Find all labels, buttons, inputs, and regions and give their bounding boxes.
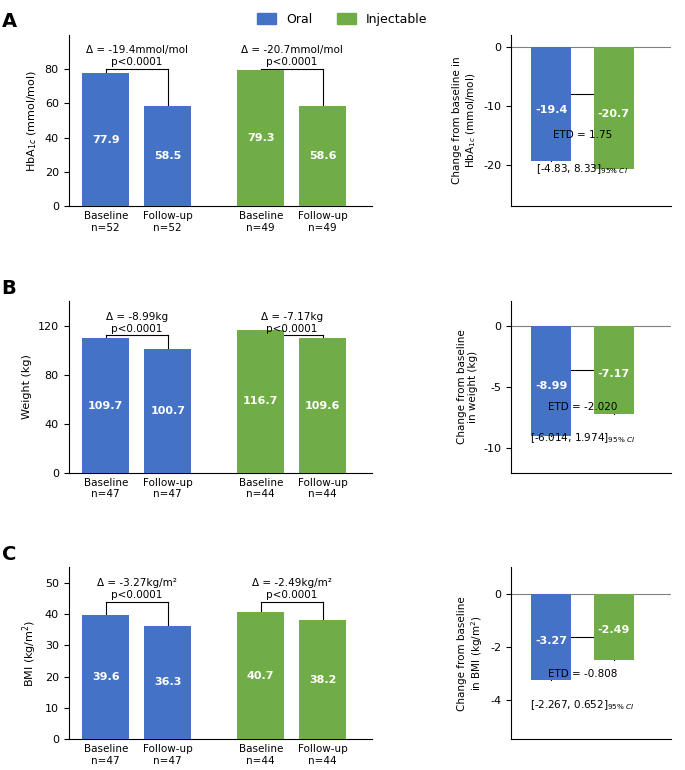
Text: [-2.267, 0.652]$_{95\%\ CI}$: [-2.267, 0.652]$_{95\%\ CI}$ <box>530 698 635 712</box>
Text: Δ = -3.27kg/m²: Δ = -3.27kg/m² <box>97 578 177 588</box>
Text: 116.7: 116.7 <box>243 397 278 407</box>
Text: 100.7: 100.7 <box>150 406 185 416</box>
Text: -20.7: -20.7 <box>597 109 630 119</box>
Bar <box>82 615 129 739</box>
Text: [-6.014, 1.974]$_{95\%\ CI}$: [-6.014, 1.974]$_{95\%\ CI}$ <box>530 432 635 445</box>
Text: p<0.0001: p<0.0001 <box>266 57 317 67</box>
Bar <box>238 70 284 206</box>
Text: 39.6: 39.6 <box>92 672 119 682</box>
Y-axis label: Weight (kg): Weight (kg) <box>22 354 32 420</box>
Text: 58.6: 58.6 <box>309 151 336 161</box>
Text: p<0.0001: p<0.0001 <box>266 323 317 333</box>
Bar <box>299 338 346 473</box>
Text: p<0.0001: p<0.0001 <box>111 323 162 333</box>
Text: 109.6: 109.6 <box>305 400 340 410</box>
Y-axis label: BMI (kg/m$^2$): BMI (kg/m$^2$) <box>21 620 39 687</box>
Bar <box>238 612 284 739</box>
Text: C: C <box>1 545 16 564</box>
Text: p<0.0001: p<0.0001 <box>111 57 162 67</box>
Text: ETD = -2.020: ETD = -2.020 <box>548 402 617 412</box>
Bar <box>532 46 571 162</box>
Bar <box>299 105 346 206</box>
Text: 77.9: 77.9 <box>92 135 119 145</box>
Bar <box>82 338 129 473</box>
Text: 38.2: 38.2 <box>309 675 336 685</box>
Text: 40.7: 40.7 <box>247 671 275 681</box>
Text: [-4.83, 8.33]$_{95\%\ CI}$: [-4.83, 8.33]$_{95\%\ CI}$ <box>536 162 628 176</box>
Text: 36.3: 36.3 <box>154 678 182 688</box>
Text: 79.3: 79.3 <box>247 133 275 143</box>
Text: 58.5: 58.5 <box>154 151 182 161</box>
Text: -3.27: -3.27 <box>536 636 567 646</box>
Bar <box>238 330 284 473</box>
Text: ETD = 1.75: ETD = 1.75 <box>553 129 612 139</box>
Text: B: B <box>1 279 16 297</box>
Text: -7.17: -7.17 <box>597 369 630 379</box>
Y-axis label: Change from baseline in
HbA$_{1c}$ (mmol/mol): Change from baseline in HbA$_{1c}$ (mmol… <box>453 57 478 184</box>
Bar <box>532 594 571 680</box>
Text: Δ = -8.99kg: Δ = -8.99kg <box>105 312 168 322</box>
Bar <box>594 326 634 413</box>
Bar <box>594 46 634 169</box>
Text: -8.99: -8.99 <box>535 381 568 391</box>
Bar <box>594 594 634 660</box>
Text: 109.7: 109.7 <box>88 400 123 410</box>
Bar <box>532 326 571 436</box>
Y-axis label: Change from baseline
in weight (kg): Change from baseline in weight (kg) <box>456 330 478 444</box>
Text: A: A <box>1 12 17 32</box>
Text: Δ = -20.7mmol/mol: Δ = -20.7mmol/mol <box>240 45 342 55</box>
Text: -19.4: -19.4 <box>535 105 568 115</box>
Bar <box>145 106 191 206</box>
Text: Δ = -2.49kg/m²: Δ = -2.49kg/m² <box>252 578 332 588</box>
Text: Δ = -7.17kg: Δ = -7.17kg <box>260 312 323 322</box>
Y-axis label: Change from baseline
in BMI (kg/m$^2$): Change from baseline in BMI (kg/m$^2$) <box>457 596 485 711</box>
Text: Δ = -19.4mmol/mol: Δ = -19.4mmol/mol <box>86 45 188 55</box>
Bar <box>145 626 191 739</box>
Text: -2.49: -2.49 <box>597 625 630 635</box>
Bar <box>82 72 129 206</box>
Text: p<0.0001: p<0.0001 <box>266 590 317 600</box>
Y-axis label: HbA$_{1c}$ (mmol/mol): HbA$_{1c}$ (mmol/mol) <box>25 69 39 172</box>
Bar <box>145 350 191 473</box>
Text: ETD = -0.808: ETD = -0.808 <box>548 669 617 679</box>
Text: p<0.0001: p<0.0001 <box>111 590 162 600</box>
Bar <box>299 620 346 739</box>
Legend: Oral, Injectable: Oral, Injectable <box>252 8 433 31</box>
